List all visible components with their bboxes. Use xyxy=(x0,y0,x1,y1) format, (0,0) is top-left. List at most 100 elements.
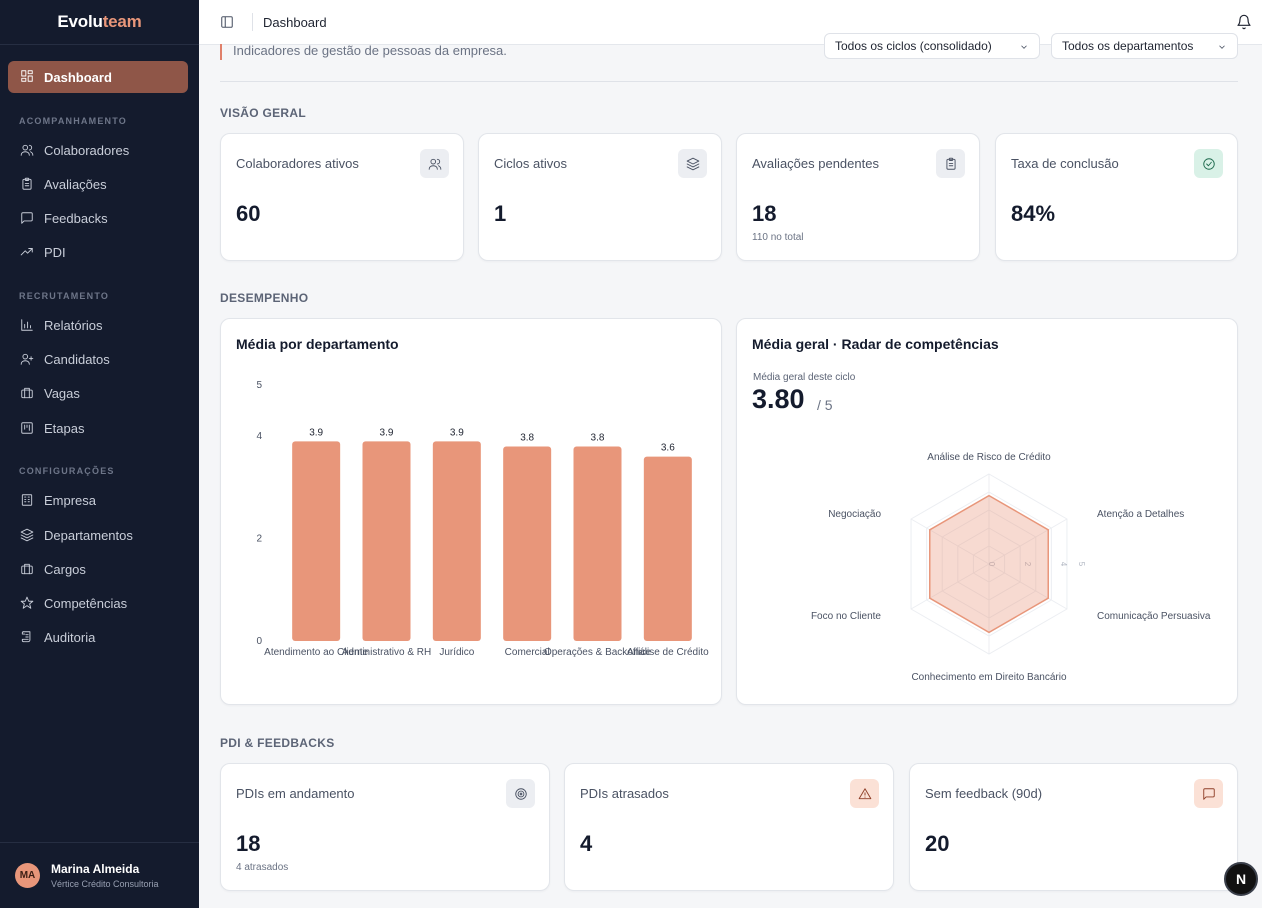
bar xyxy=(643,456,692,641)
kpi-value: 18 xyxy=(236,831,261,856)
sidebar-item-dashboard[interactable]: Dashboard xyxy=(8,61,188,93)
radar-axis-label: Foco no Cliente xyxy=(811,611,881,622)
x-tick-label: Atendimento ao Cliente xyxy=(264,647,368,658)
panel-title: Média geral · Radar de competências xyxy=(752,336,999,352)
sidebar-item-etapas[interactable]: Etapas xyxy=(19,417,84,439)
message-square-icon xyxy=(19,211,34,226)
sidebar-item-pdi[interactable]: PDI xyxy=(19,241,66,263)
panel-title: Média por departamento xyxy=(236,336,399,352)
sidebar-item-label: Avaliações xyxy=(44,176,107,192)
kpi-label: Colaboradores ativos xyxy=(236,156,359,171)
sidebar-item-candidatos[interactable]: Candidatos xyxy=(19,348,110,370)
building-icon xyxy=(19,493,34,508)
breadcrumb: Dashboard xyxy=(263,14,327,30)
brand-logo[interactable]: Evolu team xyxy=(0,0,199,45)
x-tick-label: Jurídico xyxy=(439,647,474,658)
radar-axis-line xyxy=(910,563,990,610)
x-tick-label: Administrativo & RH xyxy=(342,647,431,658)
section-title-acompanhamento: ACOMPANHAMENTO xyxy=(19,116,127,126)
kpi-note: 4 atrasados xyxy=(236,862,289,873)
kpi-card-completion-rate[interactable]: Taxa de conclusão 84% xyxy=(995,133,1238,261)
briefcase-icon xyxy=(19,562,34,577)
sidebar-item-colaboradores[interactable]: Colaboradores xyxy=(19,139,129,161)
radar-axis-line xyxy=(988,563,1068,610)
radar-ring-label: 4 xyxy=(1059,562,1068,567)
radar-axis-label: Comunicação Persuasiva xyxy=(1097,611,1211,622)
sidebar-item-label: Candidatos xyxy=(44,351,110,367)
bar-data-label: 3.9 xyxy=(450,427,464,438)
sidebar-item-empresa[interactable]: Empresa xyxy=(19,489,96,511)
sidebar-item-label: Colaboradores xyxy=(44,142,130,158)
scroll-mask xyxy=(199,0,1262,33)
check-circle-icon xyxy=(1194,149,1223,178)
kpi-value: 4 xyxy=(580,831,593,856)
sidebar-item-relatorios[interactable]: Relatórios xyxy=(19,314,103,336)
sidebar-item-feedbacks[interactable]: Feedbacks xyxy=(19,207,108,229)
bell-icon[interactable] xyxy=(1236,14,1252,30)
kpi-label: PDIs atrasados xyxy=(580,786,669,801)
user-plus-icon xyxy=(19,352,34,367)
sidebar: Evolu team Dashboard ACOMPANHAMENTO Colab… xyxy=(0,0,199,908)
header-divider xyxy=(220,81,1238,82)
kpi-card-no-feedback[interactable]: Sem feedback (90d) 20 xyxy=(909,763,1238,891)
sidebar-item-label: PDI xyxy=(44,244,66,260)
sidebar-item-competencias[interactable]: Competências xyxy=(19,592,127,614)
section-title-pdi: PDI & FEEDBACKS xyxy=(220,736,335,750)
brand-part-1: Evolu xyxy=(57,12,103,31)
kpi-card-active-cycles[interactable]: Ciclos ativos 1 xyxy=(478,133,722,261)
y-tick-label: 0 xyxy=(256,636,262,647)
department-filter-value: Todos os departamentos xyxy=(1062,39,1194,53)
kpi-card-pdis-late[interactable]: PDIs atrasados 4 xyxy=(564,763,894,891)
department-filter-select[interactable]: Todos os departamentos xyxy=(1051,33,1238,59)
radar-ring-label: 2 xyxy=(1023,562,1032,567)
radar-axis-label: Negociação xyxy=(828,509,881,520)
avatar: MA xyxy=(15,863,40,888)
sidebar-item-auditoria[interactable]: Auditoria xyxy=(19,626,95,648)
kpi-card-active-employees[interactable]: Colaboradores ativos 60 xyxy=(220,133,464,261)
bar-data-label: 3.9 xyxy=(309,427,323,438)
radar-series-area xyxy=(929,494,1049,634)
users-icon xyxy=(19,143,34,158)
radar-axis-label: Análise de Risco de Crédito xyxy=(927,452,1051,463)
chevron-down-icon xyxy=(1019,41,1029,51)
divider xyxy=(252,13,253,31)
sidebar-item-label: Departamentos xyxy=(44,527,133,543)
user-profile[interactable]: MA Marina Almeida Vértice Crédito Consul… xyxy=(0,842,199,908)
floating-n-button[interactable]: N xyxy=(1224,862,1258,896)
cycle-filter-select[interactable]: Todos os ciclos (consolidado) xyxy=(824,33,1040,59)
sidebar-item-avaliacoes[interactable]: Avaliações xyxy=(19,173,107,195)
sidebar-item-label: Empresa xyxy=(44,492,97,508)
alert-triangle-icon xyxy=(850,779,879,808)
bar xyxy=(432,441,481,641)
kpi-card-pending-reviews[interactable]: Avaliações pendentes 18 110 no total xyxy=(736,133,980,261)
kpi-card-pdis-in-progress[interactable]: PDIs em andamento 18 4 atrasados xyxy=(220,763,550,891)
radar-axis-label: Atenção a Detalhes xyxy=(1097,509,1184,520)
radar-ring-label: 5 xyxy=(1077,562,1086,567)
x-tick-label: Comercial xyxy=(505,647,550,658)
sidebar-item-label: Feedbacks xyxy=(44,210,108,226)
section-title-configuracoes: CONFIGURAÇÕES xyxy=(19,466,115,476)
radar-chart-panel: Média geral · Radar de competências Médi… xyxy=(736,318,1238,705)
kpi-label: Sem feedback (90d) xyxy=(925,786,1043,801)
kpi-value: 1 xyxy=(494,201,507,226)
sidebar-item-label: Dashboard xyxy=(44,69,112,85)
kpi-value: 20 xyxy=(925,831,950,856)
kpi-label: Ciclos ativos xyxy=(494,156,567,171)
sidebar-item-vagas[interactable]: Vagas xyxy=(19,382,80,404)
sidebar-item-cargos[interactable]: Cargos xyxy=(19,558,86,580)
section-title-recrutamento: RECRUTAMENTO xyxy=(19,291,110,301)
chevron-down-icon xyxy=(1217,41,1227,51)
sidebar-item-label: Auditoria xyxy=(44,629,96,645)
x-tick-label: Operações & Backoffice xyxy=(544,647,652,658)
bar-data-label: 3.9 xyxy=(380,427,394,438)
kanban-icon xyxy=(19,421,34,436)
bar-chart-icon xyxy=(19,318,34,333)
clipboard-icon xyxy=(936,149,965,178)
sidebar-item-departamentos[interactable]: Departamentos xyxy=(19,524,133,546)
sidebar-toggle-icon[interactable] xyxy=(220,15,234,29)
kpi-value: 60 xyxy=(236,201,261,226)
sidebar-item-label: Competências xyxy=(44,595,128,611)
bar-data-label: 3.8 xyxy=(520,432,534,443)
scroll-icon xyxy=(19,630,34,645)
section-title-overview: VISÃO GERAL xyxy=(220,106,306,120)
